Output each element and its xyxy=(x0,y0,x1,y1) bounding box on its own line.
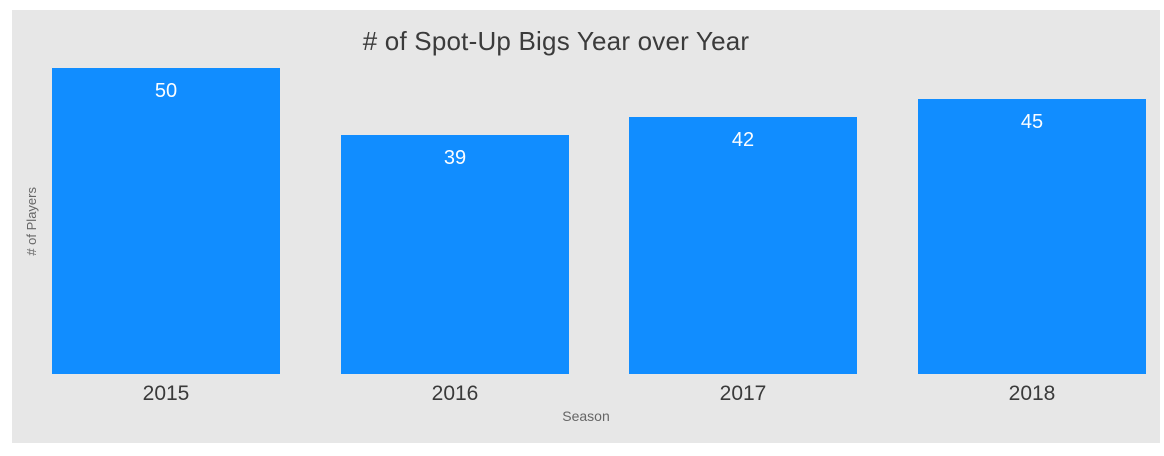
bar-column-2018: 45 2018 xyxy=(918,68,1146,405)
bar-2015[interactable]: 50 xyxy=(52,68,280,374)
data-label-2016: 39 xyxy=(443,147,467,169)
bar-column-2015: 50 2015 xyxy=(52,68,280,405)
x-tick-2015: 2015 xyxy=(142,382,190,405)
x-tick-2018: 2018 xyxy=(1008,382,1056,405)
x-tick-2017: 2017 xyxy=(719,382,767,405)
bar-2017[interactable]: 42 xyxy=(629,117,857,374)
x-tick-2016: 2016 xyxy=(431,382,479,405)
plot-area: 50 2015 39 2016 42 2017 45 201 xyxy=(12,68,1160,405)
bar-2016[interactable]: 39 xyxy=(341,135,569,374)
bar-column-2016: 39 2016 xyxy=(341,68,569,405)
x-axis-title: Season xyxy=(562,408,610,424)
bar-column-2017: 42 2017 xyxy=(629,68,857,405)
bar-2018[interactable]: 45 xyxy=(918,99,1146,374)
data-label-2018: 45 xyxy=(1020,111,1044,133)
data-label-2017: 42 xyxy=(731,129,755,151)
bar-chart-visual: # of Spot-Up Bigs Year over Year # of Pl… xyxy=(12,10,1160,443)
chart-title: # of Spot-Up Bigs Year over Year xyxy=(362,26,750,56)
data-label-2015: 50 xyxy=(154,80,178,102)
